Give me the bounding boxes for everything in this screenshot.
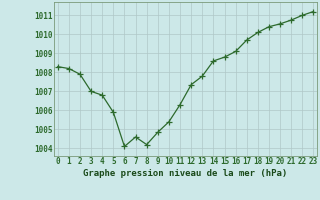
X-axis label: Graphe pression niveau de la mer (hPa): Graphe pression niveau de la mer (hPa): [84, 169, 288, 178]
